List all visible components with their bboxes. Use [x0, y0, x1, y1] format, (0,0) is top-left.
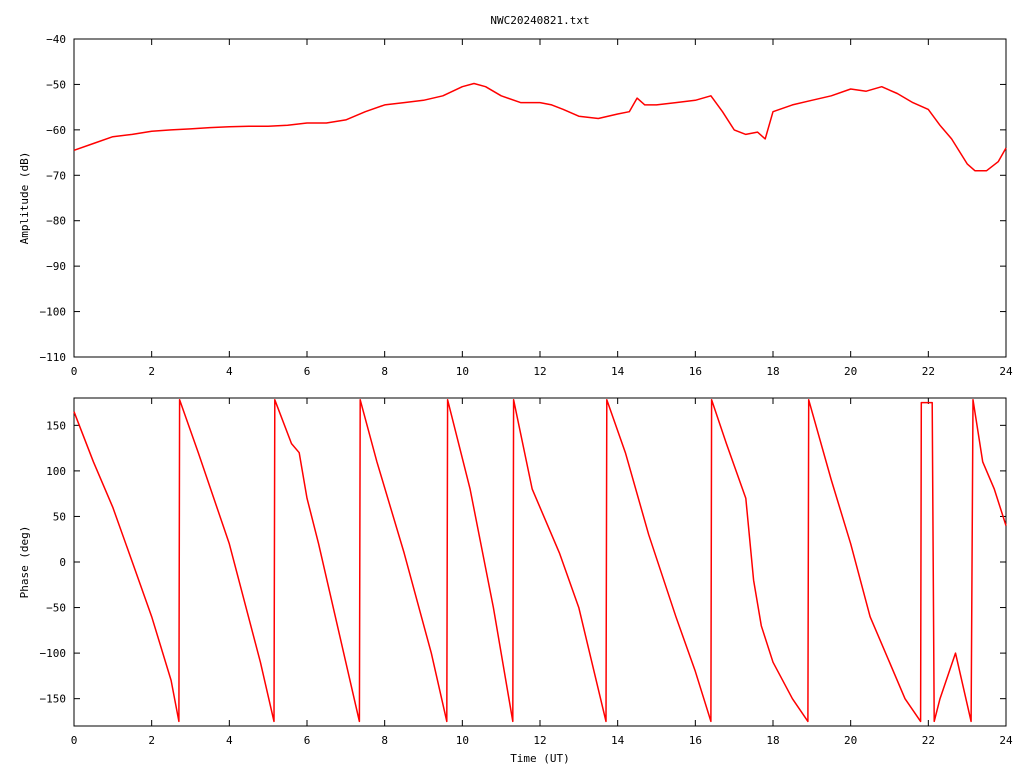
amplitude-xtick-label: 20: [844, 365, 857, 378]
amplitude-ytick-label: −50: [46, 78, 66, 91]
phase-xtick-label: 14: [611, 734, 625, 747]
chart-title: NWC20240821.txt: [490, 14, 589, 27]
amplitude-xtick-label: 10: [456, 365, 469, 378]
amplitude-ytick-label: −80: [46, 215, 66, 228]
phase-xtick-label: 0: [71, 734, 78, 747]
phase-ytick-label: 50: [53, 510, 66, 523]
amplitude-xtick-label: 4: [226, 365, 233, 378]
amplitude-xtick-label: 2: [148, 365, 155, 378]
phase-ytick-label: −100: [40, 647, 67, 660]
phase-xtick-label: 20: [844, 734, 857, 747]
phase-ytick-label: 150: [46, 419, 66, 432]
amplitude-xtick-label: 22: [922, 365, 935, 378]
phase-panel: Phase (deg) Time (UT) 0 2 4 6 8 10 12 14 16 18 20 2…: [18, 397, 1013, 765]
phase-xtick-label: 12: [533, 734, 546, 747]
phase-series-line: [73, 399, 1007, 723]
phase-xtick-label: 22: [922, 734, 935, 747]
phase-xtick-label: 4: [226, 734, 233, 747]
phase-xlabel: Time (UT): [510, 752, 570, 765]
phase-xtick-label: 10: [456, 734, 469, 747]
amplitude-ytick-label: −90: [46, 260, 66, 273]
amplitude-ytick-label: −40: [46, 33, 66, 46]
phase-xtick-label: 8: [381, 734, 388, 747]
amplitude-ylabel: Amplitude (dB): [18, 152, 31, 245]
amplitude-xtick-label: 12: [533, 365, 546, 378]
phase-ytick-label: 100: [46, 465, 66, 478]
amplitude-xtick-label: 24: [999, 365, 1013, 378]
amplitude-xtick-label: 18: [766, 365, 779, 378]
phase-ylabel: Phase (deg): [18, 526, 31, 599]
phase-xtick-label: 18: [766, 734, 779, 747]
phase-xtick-label: 2: [148, 734, 155, 747]
amplitude-xtick-label: 14: [611, 365, 625, 378]
phase-xtick-label: 16: [689, 734, 702, 747]
phase-xtick-label: 6: [304, 734, 311, 747]
amplitude-ytick-label: −100: [40, 306, 67, 319]
phase-ytick-label: −150: [40, 693, 67, 706]
amplitude-xtick-label: 8: [381, 365, 388, 378]
amplitude-xtick-label: 0: [71, 365, 78, 378]
phase-ytick-label: 0: [59, 556, 66, 569]
amplitude-ytick-label: −60: [46, 124, 66, 137]
amplitude-xtick-label: 16: [689, 365, 702, 378]
amplitude-xtick-label: 6: [304, 365, 311, 378]
phase-xtick-label: 24: [999, 734, 1013, 747]
amplitude-ytick-label: −110: [40, 351, 67, 364]
phase-ytick-label: −50: [46, 602, 66, 615]
amplitude-series-line: [73, 82, 1007, 172]
amplitude-panel: Amplitude (dB) 0 2 4 6 8 10 12 14 16 18 20 22 24−110…: [18, 33, 1013, 378]
amplitude-ytick-label: −70: [46, 169, 66, 182]
